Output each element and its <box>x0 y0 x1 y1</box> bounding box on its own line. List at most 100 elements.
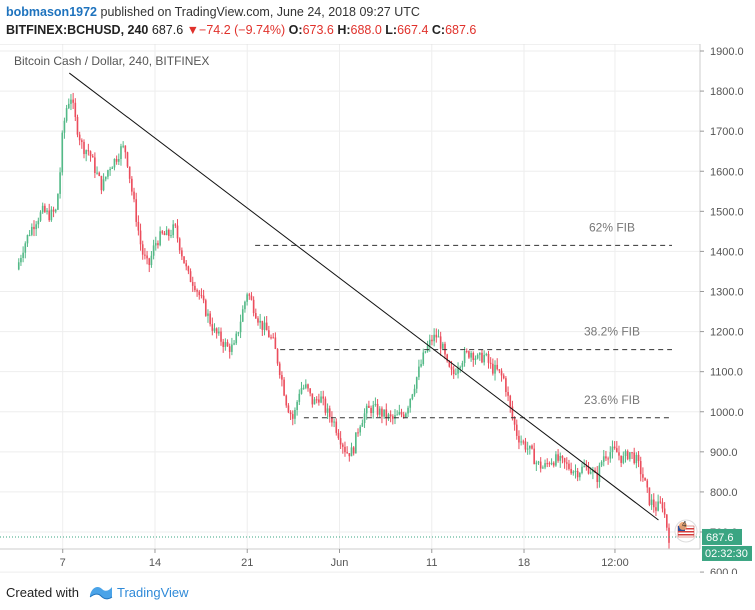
candle-body <box>409 399 412 408</box>
candle-body <box>368 405 370 408</box>
candle-body <box>341 444 344 447</box>
candle-body <box>83 141 85 155</box>
candle-body <box>413 388 416 395</box>
candle-body <box>122 145 124 147</box>
candle-body <box>74 102 77 118</box>
candle-body <box>104 176 107 180</box>
candle-body <box>344 446 346 453</box>
fib-label: 38.2% FIB <box>584 325 640 339</box>
candle-body <box>607 458 609 460</box>
candle-body <box>150 255 153 266</box>
candle-body <box>568 463 570 469</box>
candle-body <box>202 295 205 301</box>
candle-body <box>583 466 586 468</box>
countdown-label: 02:32:30 <box>705 548 748 560</box>
candle-body <box>328 408 331 417</box>
price-chart[interactable]: 62% FIB 38.2% FIB 23.6% FIB 1900.0 1800.0 17… <box>0 43 755 579</box>
candle-body <box>559 455 562 461</box>
candle-body <box>363 413 366 424</box>
candle-body <box>294 410 296 419</box>
candle-body <box>218 331 220 334</box>
candle-body <box>61 132 64 173</box>
candle-body <box>459 367 462 369</box>
candle-body <box>268 330 270 338</box>
candle-body <box>505 378 507 393</box>
tradingview-logo-icon[interactable] <box>88 583 114 601</box>
candle-body <box>509 395 512 407</box>
chart-area[interactable]: 62% FIB 38.2% FIB 23.6% FIB 1900.0 1800.0 17… <box>0 43 755 579</box>
candle-body <box>629 452 631 460</box>
x-tick-label: 21 <box>241 557 253 569</box>
candle-body <box>283 379 285 396</box>
candle-body <box>424 351 427 353</box>
candle-body <box>59 172 61 194</box>
candle-body <box>470 352 472 358</box>
candle-body <box>152 245 155 256</box>
candle-body <box>557 454 559 461</box>
candle-body <box>400 411 403 415</box>
candle-body <box>646 480 649 488</box>
candle-body <box>22 252 24 258</box>
candle-body <box>237 332 240 334</box>
candle-body <box>270 337 272 339</box>
change-arrow-icon: ▼ <box>186 23 200 37</box>
candle-body <box>548 463 551 465</box>
x-tick-label: 7 <box>60 557 66 569</box>
candle-body <box>492 363 494 374</box>
candle-body <box>307 384 309 389</box>
last-price-box <box>702 528 742 545</box>
candle-body <box>50 209 53 221</box>
trendline-group[interactable] <box>69 72 659 521</box>
candle-body <box>565 462 568 464</box>
candle-body <box>248 294 251 296</box>
candle-body <box>522 441 525 443</box>
candle-body <box>239 321 242 333</box>
candle-body <box>511 406 514 418</box>
author-link[interactable]: bobmason1972 <box>6 5 98 19</box>
candle-body <box>100 175 103 191</box>
candle-body <box>618 452 620 456</box>
candle-body <box>91 155 94 158</box>
candle-body <box>78 134 81 141</box>
candle-body <box>148 258 151 266</box>
time-axis[interactable]: 7 14 21 Jun 11 18 12:00 <box>60 549 629 569</box>
candle-body <box>102 179 105 191</box>
candle-body <box>291 414 294 419</box>
candle-body <box>461 363 464 368</box>
candle-body <box>596 472 599 483</box>
close-value: 687.6 <box>445 23 477 37</box>
candle-body <box>426 345 429 352</box>
candle-body <box>387 414 390 419</box>
candle-body <box>265 322 268 331</box>
candle-body <box>176 225 179 239</box>
candle-body <box>361 423 364 427</box>
y-tick-label: 1900.0 <box>710 46 744 58</box>
candle-body <box>189 271 192 283</box>
low-label: L: <box>385 23 398 37</box>
candle-body <box>89 151 92 156</box>
candle-body <box>322 396 325 399</box>
price-axis[interactable]: 1900.0 1800.0 1700.0 1600.0 1500.0 1400.0 1300… <box>700 46 744 579</box>
candle-body <box>96 172 98 174</box>
fib-label: 62% FIB <box>589 220 635 234</box>
candle-body <box>259 320 261 323</box>
candle-body <box>172 224 174 236</box>
candle-body <box>296 401 298 411</box>
candle-body <box>187 266 190 272</box>
candle-body <box>30 226 33 235</box>
candle-body <box>570 468 572 474</box>
candle-body <box>581 466 583 474</box>
candle-body <box>109 168 111 171</box>
candle-body <box>191 282 194 286</box>
candle-body <box>526 448 529 450</box>
candle-body <box>661 502 664 509</box>
candle-body <box>52 209 55 212</box>
y-tick-label: 600.0 <box>710 567 738 574</box>
candle-body <box>278 363 281 376</box>
trendline[interactable] <box>69 72 659 521</box>
y-tick-label: 1500.0 <box>710 206 744 218</box>
candle-body <box>407 407 409 414</box>
candle-body <box>587 466 590 474</box>
tradingview-brand-link[interactable]: TradingView <box>117 585 189 600</box>
candle-body <box>48 210 51 221</box>
